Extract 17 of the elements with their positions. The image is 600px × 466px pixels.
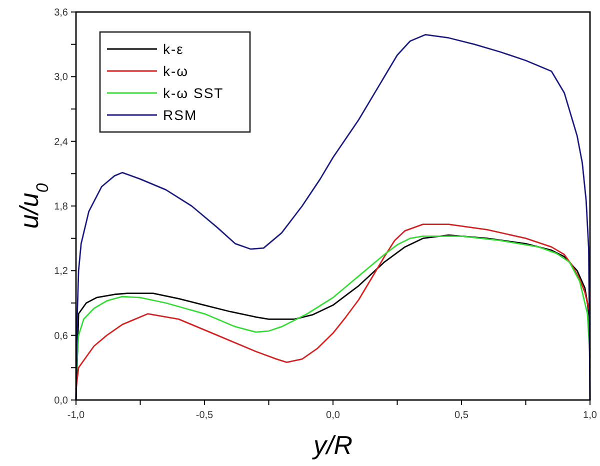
- x-tick-label: 0,0: [326, 410, 340, 421]
- x-tick-label: 0,5: [454, 410, 469, 421]
- legend-label: k-ω SST: [163, 85, 224, 101]
- y-tick-label: 2,4: [54, 136, 68, 148]
- legend-label: k-ω: [163, 63, 189, 79]
- y-tick-label: 1,8: [54, 202, 68, 212]
- y-tick-label: 3,0: [54, 72, 68, 84]
- x-tick-label: 1,0: [583, 410, 598, 421]
- legend-label: k-ε: [163, 41, 184, 57]
- y-tick-label: 0,6: [54, 330, 68, 342]
- legend-label: RSM: [163, 107, 198, 123]
- x-tick-label: -0,5: [196, 410, 214, 421]
- y-tick-label: 0,0: [54, 396, 68, 406]
- y-tick-label: 3,6: [54, 8, 68, 18]
- x-tick-label: -1,0: [67, 410, 86, 421]
- y-tick-label: 1,2: [54, 266, 68, 278]
- x-axis-title: y/R: [312, 430, 352, 460]
